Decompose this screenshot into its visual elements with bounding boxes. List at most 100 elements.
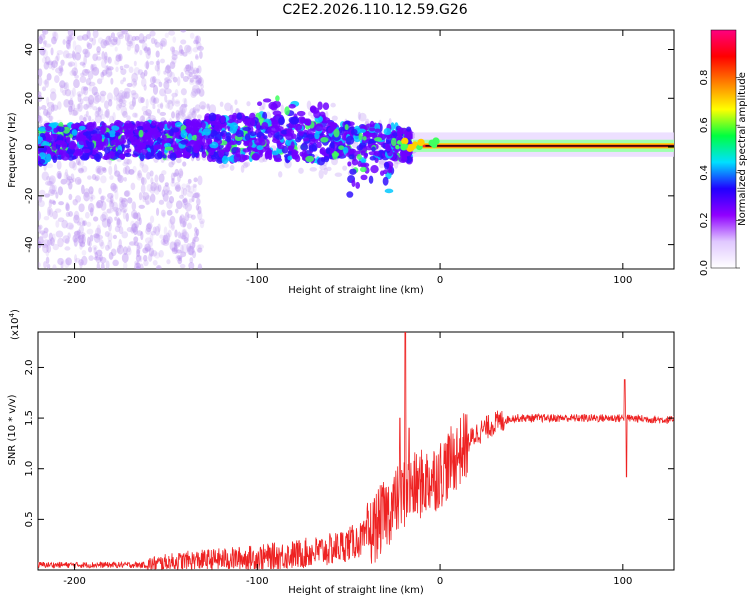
heat-point xyxy=(88,240,92,247)
heat-point xyxy=(219,101,224,107)
heat-point xyxy=(48,232,53,241)
heat-point xyxy=(141,164,149,173)
heat-point xyxy=(150,250,158,257)
heat-point xyxy=(347,161,352,167)
spectrogram-y-tick-label: 0 xyxy=(24,144,35,150)
heat-point xyxy=(135,265,140,269)
heat-point xyxy=(145,223,152,233)
heat-point xyxy=(186,122,193,130)
heat-point xyxy=(76,221,82,226)
heat-point xyxy=(242,126,252,131)
heat-point xyxy=(200,84,204,89)
heat-point xyxy=(300,143,309,151)
heat-point xyxy=(177,172,181,183)
heat-point xyxy=(39,34,46,41)
heat-point xyxy=(167,121,172,129)
heat-point xyxy=(78,125,86,131)
heat-point xyxy=(363,152,368,159)
heat-point xyxy=(68,160,76,169)
heat-point xyxy=(142,247,149,254)
heat-point xyxy=(38,155,41,162)
heat-point xyxy=(82,62,86,68)
heat-point xyxy=(190,91,197,99)
heat-point xyxy=(196,114,202,120)
heat-point xyxy=(189,241,196,250)
heat-point xyxy=(145,98,149,109)
heat-point xyxy=(111,125,120,131)
heat-point xyxy=(131,141,137,146)
heat-point xyxy=(71,129,78,136)
heat-point xyxy=(154,185,160,195)
heat-point xyxy=(192,67,199,76)
heat-point xyxy=(38,110,41,117)
heat-point xyxy=(141,105,148,112)
heat-point xyxy=(116,173,122,182)
heat-point xyxy=(50,237,55,247)
snr-x-tick-label: 100 xyxy=(613,576,632,587)
heat-point xyxy=(178,49,185,56)
heat-point xyxy=(57,237,64,248)
heat-point xyxy=(44,43,52,48)
heat-point xyxy=(45,249,50,257)
heat-point xyxy=(191,248,196,254)
heat-point xyxy=(298,167,304,174)
heat-point xyxy=(67,232,71,239)
heat-point xyxy=(207,103,211,112)
heat-point xyxy=(206,103,210,109)
heat-point xyxy=(104,244,110,251)
heat-point xyxy=(181,231,190,242)
heat-point xyxy=(104,55,108,64)
heat-point xyxy=(104,131,110,139)
heat-point xyxy=(257,101,263,106)
heat-point xyxy=(68,105,72,116)
heat-point xyxy=(43,215,50,221)
heat-point xyxy=(126,115,131,121)
heat-point xyxy=(158,173,165,183)
heat-point xyxy=(182,229,187,238)
heat-point xyxy=(195,108,200,113)
heat-point xyxy=(184,69,190,75)
heat-point xyxy=(124,130,133,137)
heat-point xyxy=(124,92,130,99)
heat-point xyxy=(58,201,65,206)
heat-point xyxy=(187,111,194,119)
heat-point xyxy=(178,109,185,117)
heat-point xyxy=(48,189,55,196)
colorbar-tick-label: 0.2 xyxy=(699,212,710,228)
heat-point xyxy=(42,30,47,38)
heat-point xyxy=(195,204,200,211)
heat-point xyxy=(123,125,129,132)
heat-point xyxy=(369,139,375,144)
heat-point xyxy=(108,222,112,232)
heat-point xyxy=(95,165,102,175)
heat-point xyxy=(188,261,195,269)
heat-point xyxy=(152,97,157,105)
heat-point xyxy=(417,138,425,147)
heat-point xyxy=(186,222,192,230)
heat-point xyxy=(76,91,83,97)
heat-point xyxy=(55,220,60,228)
heat-point xyxy=(87,115,92,122)
heat-point xyxy=(150,230,156,236)
heat-point xyxy=(104,100,109,110)
heat-point xyxy=(166,200,173,209)
heat-point xyxy=(114,225,121,233)
heat-point xyxy=(82,48,89,55)
heat-point xyxy=(44,56,51,65)
heat-point xyxy=(148,128,157,135)
heat-point xyxy=(208,148,216,153)
heat-point xyxy=(78,217,84,227)
heat-point xyxy=(62,235,70,244)
heat-point xyxy=(174,181,181,190)
heat-point xyxy=(384,188,394,194)
heat-point xyxy=(159,111,167,117)
heat-point xyxy=(167,229,172,238)
heat-point xyxy=(139,162,144,168)
heat-point xyxy=(47,206,51,217)
heat-point xyxy=(169,241,176,251)
heat-point xyxy=(63,82,68,90)
heat-point xyxy=(222,155,228,161)
heat-point xyxy=(194,88,202,95)
heat-point xyxy=(234,99,238,106)
heat-point xyxy=(157,184,162,193)
